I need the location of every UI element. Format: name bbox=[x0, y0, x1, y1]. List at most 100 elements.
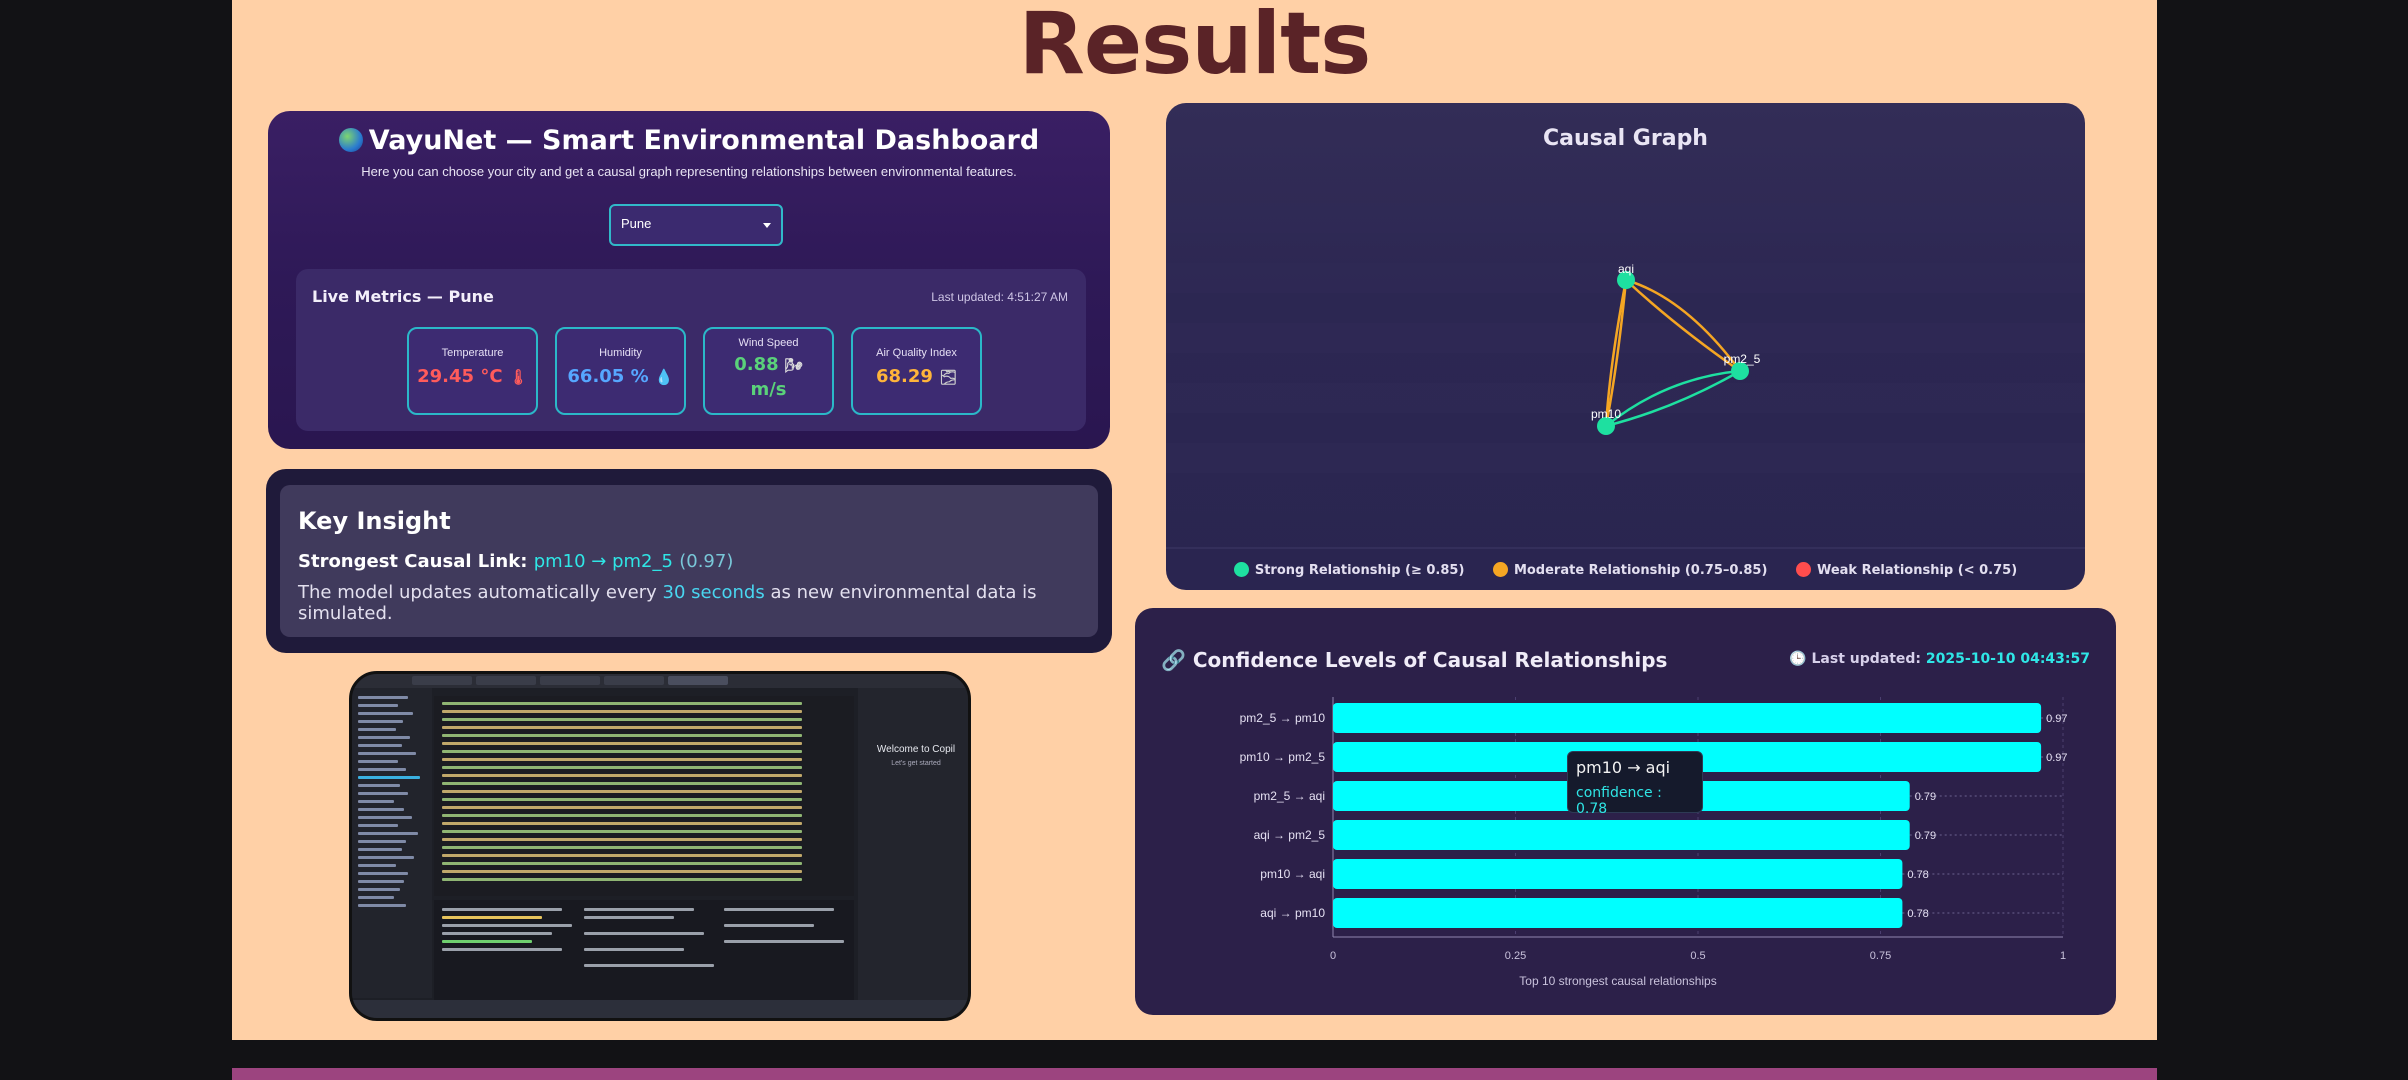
causal-graph-svg: aqi pm2_5 pm10 bbox=[1166, 203, 2085, 549]
metric-label: Air Quality Index bbox=[876, 347, 957, 359]
fog-icon: 🌫 bbox=[939, 370, 957, 386]
bar bbox=[1333, 703, 2042, 733]
update-note: The model updates automatically every 30… bbox=[298, 582, 1037, 624]
edge-pm2_5-pm10 bbox=[1605, 369, 1741, 428]
chart-tooltip: pm10 → aqi confidence : 0.78 bbox=[1567, 751, 1703, 817]
metric-label: Wind Speed bbox=[738, 337, 799, 349]
globe-icon bbox=[338, 128, 363, 152]
link-icon: 🔗 bbox=[1161, 648, 1186, 672]
node-pm10 bbox=[1597, 417, 1615, 435]
legend-weak: Weak Relationship (< 0.75) bbox=[1795, 562, 2017, 578]
metric-label: Humidity bbox=[599, 347, 642, 359]
page-title: Results bbox=[1018, 0, 1372, 94]
clock-icon: 🕒 bbox=[1789, 651, 1807, 667]
legend-strong: Strong Relationship (≥ 0.85) bbox=[1233, 562, 1464, 578]
node-aqi bbox=[1617, 271, 1635, 289]
legend-moderate: Moderate Relationship (0.75–0.85) bbox=[1492, 562, 1767, 578]
graph-bands bbox=[1166, 203, 2085, 549]
data-label: 0.78 bbox=[1907, 908, 1928, 920]
causal-graph-card: Causal Graph aqi pm2_5 pm10 Strong Relat… bbox=[1166, 103, 2085, 590]
os-taskbar bbox=[352, 1000, 968, 1018]
ide-tabs bbox=[412, 676, 728, 686]
x-tick-label: 0.25 bbox=[1505, 950, 1526, 962]
copilot-welcome: Welcome to Copil bbox=[876, 744, 956, 755]
strongest-link-label: Strongest Causal Link: bbox=[298, 551, 528, 572]
node-pm2_5 bbox=[1731, 362, 1749, 380]
category-label: pm10 → pm2_5 bbox=[1240, 750, 1326, 764]
category-label: pm2_5 → aqi bbox=[1254, 789, 1325, 803]
confidence-title: 🔗 Confidence Levels of Causal Relationsh… bbox=[1161, 648, 1668, 672]
ide-explorer bbox=[352, 688, 432, 998]
x-tick-label: 0.5 bbox=[1690, 950, 1705, 962]
tooltip-title: pm10 → aqi bbox=[1576, 758, 1671, 777]
metric-label: Temperature bbox=[441, 347, 504, 359]
node-label-aqi: aqi bbox=[1618, 262, 1634, 276]
data-label: 0.79 bbox=[1915, 791, 1936, 803]
strongest-link-score: (0.97) bbox=[679, 551, 734, 572]
update-interval: 30 seconds bbox=[662, 582, 765, 603]
edge-pm2_5-aqi bbox=[1625, 279, 1741, 373]
category-label: pm2_5 → pm10 bbox=[1240, 711, 1326, 725]
data-label: 0.79 bbox=[1915, 830, 1936, 842]
key-insight-card: Key Insight Strongest Causal Link: pm10 … bbox=[266, 469, 1112, 653]
key-insight-panel: Key Insight Strongest Causal Link: pm10 … bbox=[280, 485, 1098, 637]
data-label: 0.97 bbox=[2046, 752, 2067, 764]
tooltip-value: confidence : 0.78 bbox=[1576, 785, 1662, 817]
x-tick-label: 0.75 bbox=[1870, 950, 1891, 962]
bar bbox=[1333, 898, 1903, 928]
ide-menubar bbox=[352, 674, 968, 688]
thermometer-icon: 🌡 bbox=[508, 368, 528, 386]
edge-aqi-pm2_5 bbox=[1625, 278, 1742, 372]
category-label: aqi → pm10 bbox=[1260, 906, 1325, 920]
edge-pm10-pm2_5 bbox=[1605, 369, 1741, 427]
dashboard-card: VayuNet — Smart Environmental Dashboard … bbox=[268, 111, 1110, 449]
dashboard-title: VayuNet — Smart Environmental Dashboard bbox=[268, 125, 1110, 156]
live-metrics-panel: Live Metrics — Pune Last updated: 4:51:2… bbox=[296, 269, 1086, 431]
edge-pm10-aqi bbox=[1604, 279, 1628, 427]
metric-card-aqi: Air Quality Index 68.29 🌫 bbox=[851, 327, 982, 415]
bar bbox=[1333, 820, 1910, 850]
next-section-strip bbox=[232, 1068, 2157, 1080]
node-label-pm10: pm10 bbox=[1591, 407, 1621, 421]
metric-value: 29.45 °C 🌡 bbox=[417, 366, 528, 387]
category-label: aqi → pm2_5 bbox=[1254, 828, 1326, 842]
dashboard-subtitle: Here you can choose your city and get a … bbox=[361, 164, 1017, 179]
chevron-down-icon bbox=[763, 223, 771, 228]
ide-copilot-panel: Welcome to Copil Let's get started bbox=[858, 688, 968, 1000]
city-select[interactable]: Pune bbox=[609, 204, 783, 246]
legend-dot bbox=[1492, 562, 1508, 577]
ide-screenshot-image: Welcome to Copil Let's get started bbox=[349, 671, 971, 1021]
legend-dot bbox=[1233, 562, 1249, 577]
node-label-pm2_5: pm2_5 bbox=[1724, 352, 1761, 366]
key-insight-heading: Key Insight bbox=[298, 507, 451, 535]
category-label: pm10 → aqi bbox=[1260, 867, 1325, 881]
live-metrics-title: Live Metrics — Pune bbox=[312, 287, 494, 306]
bar bbox=[1333, 859, 1903, 889]
dashboard-title-text: VayuNet — Smart Environmental Dashboard bbox=[368, 125, 1040, 156]
metric-card-temperature: Temperature 29.45 °C 🌡 bbox=[407, 327, 538, 415]
metric-card-humidity: Humidity 66.05 % 💧 bbox=[555, 327, 686, 415]
ide-editor bbox=[434, 696, 854, 896]
strongest-link-pair: pm10 → pm2_5 bbox=[533, 551, 673, 572]
confidence-updated: 🕒 Last updated: 2025-10-10 04:43:57 bbox=[1789, 651, 2090, 667]
confidence-updated-value: 2025-10-10 04:43:57 bbox=[1925, 651, 2090, 667]
x-tick-label: 0 bbox=[1330, 950, 1336, 962]
data-label: 0.78 bbox=[1907, 869, 1928, 881]
metric-value: 68.29 🌫 bbox=[876, 366, 957, 387]
edge-aqi-pm10 bbox=[1604, 279, 1628, 427]
wind-icon: 🌬 bbox=[784, 358, 803, 374]
metric-card-wind-speed: Wind Speed 0.88 🌬 m/s bbox=[703, 327, 834, 415]
x-axis-label: Top 10 strongest causal relationships bbox=[1519, 974, 1716, 988]
metric-value: 0.88 🌬 m/s bbox=[734, 354, 803, 400]
city-select-value: Pune bbox=[621, 216, 652, 231]
metric-value: 66.05 % 💧 bbox=[567, 366, 674, 387]
causal-graph-title: Causal Graph bbox=[1543, 126, 1708, 151]
data-label: 0.97 bbox=[2046, 713, 2067, 725]
legend-dot bbox=[1795, 562, 1811, 577]
strongest-link: Strongest Causal Link: pm10 → pm2_5 (0.9… bbox=[298, 551, 733, 572]
ide-terminal bbox=[434, 900, 854, 1000]
causal-legend: Strong Relationship (≥ 0.85) Moderate Re… bbox=[1166, 562, 2085, 578]
last-updated-text: Last updated: 4:51:27 AM bbox=[931, 290, 1068, 304]
copilot-subtitle: Let's get started bbox=[891, 760, 941, 767]
confidence-card: 🔗 Confidence Levels of Causal Relationsh… bbox=[1135, 608, 2116, 1015]
